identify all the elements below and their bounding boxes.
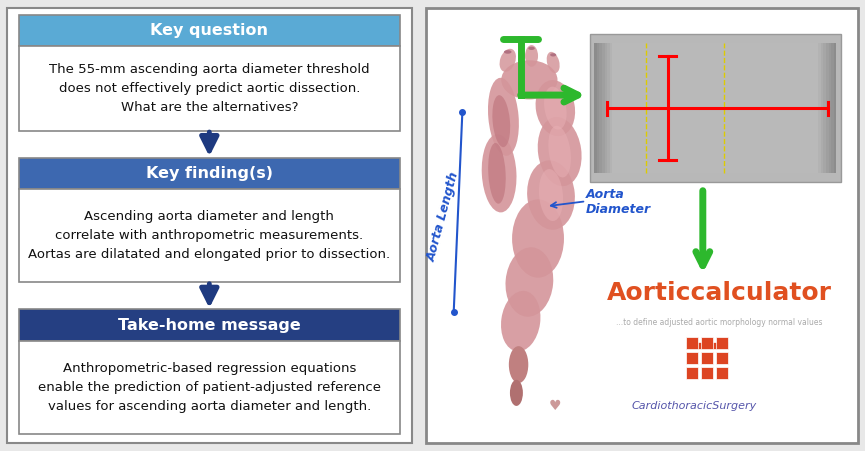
FancyBboxPatch shape — [602, 43, 829, 173]
Ellipse shape — [512, 199, 564, 278]
Ellipse shape — [529, 47, 535, 50]
FancyBboxPatch shape — [597, 43, 834, 173]
FancyBboxPatch shape — [19, 189, 400, 282]
FancyBboxPatch shape — [607, 43, 823, 173]
Ellipse shape — [538, 117, 581, 186]
Text: CardiothoracicSurgery: CardiothoracicSurgery — [631, 401, 756, 411]
Ellipse shape — [482, 134, 516, 212]
FancyBboxPatch shape — [590, 34, 841, 182]
Ellipse shape — [535, 80, 575, 136]
FancyBboxPatch shape — [19, 14, 400, 46]
Ellipse shape — [501, 291, 541, 351]
FancyBboxPatch shape — [686, 342, 728, 349]
FancyBboxPatch shape — [610, 43, 821, 173]
Text: Ascending aorta diameter and length
correlate with anthropometric measurements.
: Ascending aorta diameter and length corr… — [29, 210, 390, 261]
Ellipse shape — [525, 45, 538, 67]
Ellipse shape — [505, 247, 554, 317]
FancyBboxPatch shape — [605, 43, 826, 173]
FancyBboxPatch shape — [612, 43, 818, 173]
FancyBboxPatch shape — [716, 352, 728, 364]
FancyBboxPatch shape — [686, 352, 697, 364]
Ellipse shape — [488, 78, 519, 156]
Text: Key finding(s): Key finding(s) — [146, 166, 272, 181]
Text: Aorticcalculator: Aorticcalculator — [607, 281, 832, 305]
Ellipse shape — [502, 60, 557, 99]
Ellipse shape — [547, 52, 560, 73]
Ellipse shape — [544, 87, 567, 129]
FancyBboxPatch shape — [686, 367, 697, 379]
Text: Key question: Key question — [151, 23, 268, 38]
Text: Aorta Length: Aorta Length — [426, 170, 462, 263]
FancyBboxPatch shape — [19, 46, 400, 131]
Ellipse shape — [492, 95, 510, 147]
FancyBboxPatch shape — [19, 309, 400, 341]
FancyBboxPatch shape — [716, 337, 728, 349]
FancyBboxPatch shape — [19, 158, 400, 189]
FancyBboxPatch shape — [426, 8, 858, 443]
Text: Anthropometric-based regression equations
enable the prediction of patient-adjus: Anthropometric-based regression equation… — [38, 362, 381, 413]
Ellipse shape — [510, 380, 522, 406]
FancyBboxPatch shape — [599, 43, 831, 173]
Text: Aorta
Diameter: Aorta Diameter — [586, 188, 650, 216]
Ellipse shape — [504, 50, 511, 54]
Ellipse shape — [488, 143, 506, 204]
Ellipse shape — [539, 169, 563, 221]
FancyBboxPatch shape — [594, 43, 836, 173]
Ellipse shape — [509, 346, 529, 383]
FancyBboxPatch shape — [19, 341, 400, 434]
Ellipse shape — [527, 161, 575, 230]
FancyBboxPatch shape — [716, 367, 728, 379]
FancyBboxPatch shape — [701, 367, 713, 379]
Text: ...to define adjusted aortic morphology normal values: ...to define adjusted aortic morphology … — [617, 318, 823, 327]
FancyBboxPatch shape — [7, 8, 412, 443]
Text: ♥: ♥ — [549, 399, 561, 413]
Ellipse shape — [500, 49, 516, 72]
FancyBboxPatch shape — [686, 337, 697, 349]
Text: Take-home message: Take-home message — [118, 318, 301, 332]
Ellipse shape — [548, 126, 571, 177]
FancyBboxPatch shape — [701, 337, 713, 349]
FancyBboxPatch shape — [701, 352, 713, 364]
Ellipse shape — [550, 53, 556, 56]
Text: The 55-mm ascending aorta diameter threshold
does not effectively predict aortic: The 55-mm ascending aorta diameter thres… — [49, 63, 369, 114]
